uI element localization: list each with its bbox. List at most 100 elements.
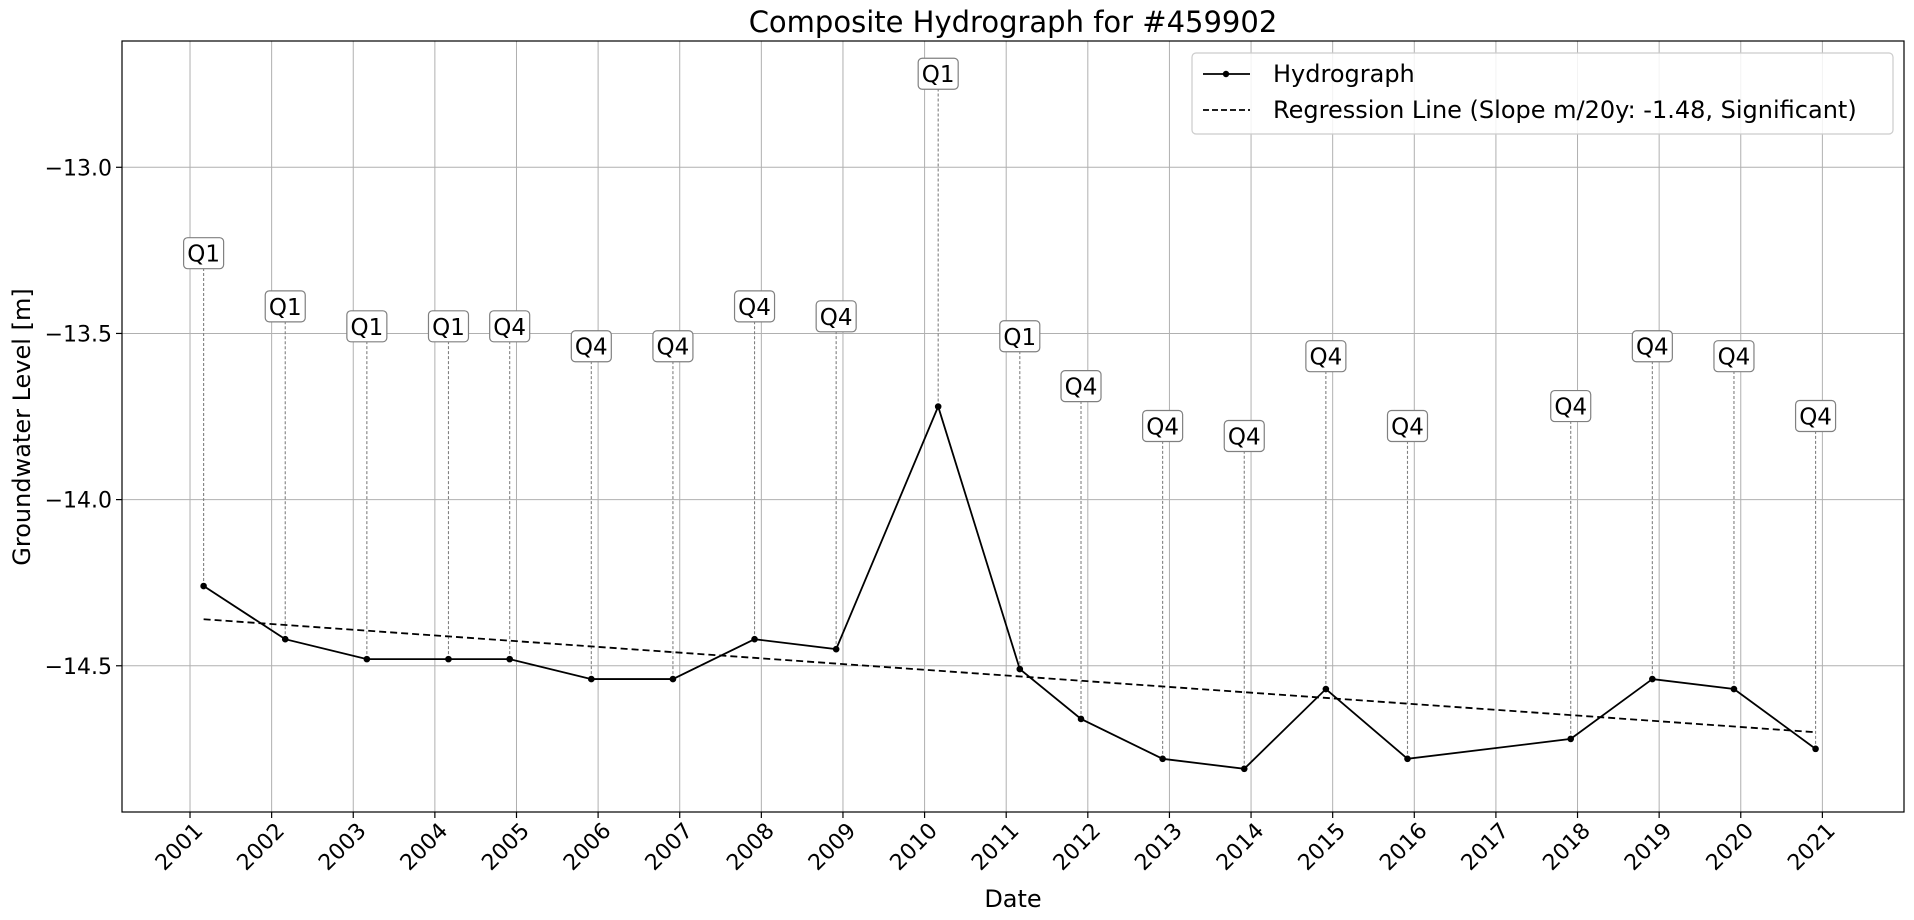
quarter-label: Q4 — [820, 305, 853, 331]
quarter-label: Q4 — [1718, 345, 1751, 371]
quarter-label-box — [999, 320, 1041, 353]
hydrograph-point — [281, 635, 289, 643]
quarter-label-box — [1631, 330, 1673, 363]
y-tick-label: −13.5 — [45, 322, 112, 347]
quarter-label-box — [917, 57, 959, 90]
legend-regression-label: Regression Line (Slope m/20y: -1.48, Sig… — [1273, 96, 1857, 124]
quarter-label: Q1 — [432, 315, 465, 341]
x-tick-label: 2018 — [1538, 819, 1595, 876]
hydrograph-point — [363, 655, 371, 663]
quarter-label-box — [489, 310, 531, 343]
quarter-label: Q1 — [269, 295, 302, 321]
hydrograph-point — [934, 403, 942, 410]
hydrograph-point — [669, 675, 677, 683]
y-tick-label: −14.5 — [45, 655, 112, 680]
quarter-label-box — [652, 330, 694, 363]
quarter-label-box — [1794, 399, 1837, 433]
quarter-label: Q4 — [1228, 424, 1261, 450]
x-tick-label: 2003 — [314, 819, 371, 876]
x-tick-label: 2016 — [1375, 819, 1432, 876]
hydrograph-point — [1567, 735, 1575, 743]
quarter-label-box — [183, 237, 225, 270]
quarter-label: Q4 — [493, 315, 526, 341]
x-tick-label: 2014 — [1212, 819, 1269, 876]
legend-box — [1191, 52, 1894, 135]
y-tick-label: −13.0 — [45, 156, 112, 181]
plot-area-frame — [121, 40, 1905, 813]
hydrograph-point — [1077, 715, 1085, 723]
quarter-label-box — [733, 290, 776, 323]
hydrograph-point — [1016, 665, 1024, 673]
quarter-label: Q4 — [738, 295, 771, 321]
quarter-label-box — [1305, 340, 1347, 373]
quarter-label-box — [1550, 389, 1592, 423]
regression-line — [203, 618, 1816, 734]
quarter-label: Q4 — [1554, 395, 1587, 421]
quarter-label: Q1 — [1003, 325, 1036, 351]
legend: Hydrograph Regression Line (Slope m/20y:… — [1191, 52, 1894, 135]
quarter-labels: Q1 Q1 Q1 Q1 Q4 Q4 Q4 Q4 Q4 Q1 Q1 Q4 Q4 Q4 Q4 Q4 Q4 Q4 Q4 Q4 — [183, 57, 1837, 453]
x-tick-label: 2020 — [1702, 819, 1759, 876]
quarter-label: Q4 — [1146, 415, 1179, 441]
hydrograph-point — [200, 582, 207, 590]
quarter-label-box — [1060, 370, 1102, 403]
x-tick-label: 2001 — [151, 819, 208, 876]
quarter-label: Q1 — [187, 242, 220, 268]
quarter-label-box — [1223, 419, 1265, 453]
y-tick-label: −14.0 — [45, 489, 112, 514]
hydrograph-point — [1812, 745, 1819, 753]
x-tick-label: 2021 — [1783, 819, 1840, 876]
hydrograph-point — [1159, 755, 1166, 763]
x-tick-label: 2007 — [641, 819, 698, 876]
x-tick-label: 2008 — [722, 819, 779, 876]
hydrograph-point — [1730, 685, 1738, 693]
annotation-leader-lines — [203, 74, 1817, 769]
series-layer — [200, 403, 1819, 773]
chart-title: Composite Hydrograph for #459902 — [749, 5, 1278, 39]
quarter-label: Q4 — [1065, 375, 1098, 401]
x-tick-label: 2006 — [559, 819, 616, 876]
x-tick-label: 2010 — [886, 819, 943, 876]
hydrograph-point — [445, 655, 452, 663]
x-tick-label: 2009 — [804, 819, 861, 876]
quarter-label-box — [346, 310, 388, 343]
hydrograph-point — [751, 635, 758, 643]
quarter-label-box — [264, 290, 306, 323]
x-tick-label: 2004 — [396, 819, 453, 876]
quarter-label: Q4 — [1309, 345, 1342, 371]
x-tick-label: 2011 — [967, 819, 1024, 876]
x-tick-label: 2017 — [1457, 819, 1514, 876]
y-axis-label: Groundwater Level [m] — [8, 288, 36, 565]
legend-hydrograph-marker-icon — [1222, 70, 1230, 78]
hydrograph-point — [506, 655, 513, 663]
quarter-label: Q4 — [1636, 335, 1669, 361]
hydrograph-point — [1322, 685, 1330, 693]
hydrograph-point — [588, 675, 595, 683]
grid-lines — [122, 41, 1904, 812]
hydrograph-line — [203, 403, 1817, 770]
quarter-label-box — [815, 300, 857, 333]
quarter-label: Q1 — [922, 62, 955, 88]
hydrograph-point — [832, 645, 840, 653]
quarter-label: Q4 — [1391, 415, 1424, 441]
quarter-label-box — [427, 310, 470, 343]
hydrograph-point — [1649, 675, 1656, 683]
x-tick-label: 2005 — [477, 819, 534, 876]
hydrograph-point — [1240, 765, 1248, 773]
quarter-label: Q4 — [657, 335, 690, 361]
quarter-label-box — [1386, 409, 1429, 443]
quarter-label-box — [1142, 409, 1184, 443]
x-axis-label: Date — [984, 885, 1041, 913]
legend-hydrograph-label: Hydrograph — [1273, 60, 1415, 88]
quarter-label-box — [1713, 340, 1755, 373]
quarter-label: Q1 — [350, 315, 383, 341]
x-tick-label: 2002 — [233, 819, 290, 876]
x-tick-label: 2012 — [1049, 819, 1106, 876]
quarter-label: Q4 — [1799, 405, 1832, 431]
quarter-label-box — [570, 330, 612, 363]
quarter-label: Q4 — [575, 335, 608, 361]
hydrograph-point — [1404, 755, 1411, 763]
x-tick-label: 2019 — [1620, 819, 1677, 876]
x-tick-label: 2015 — [1294, 819, 1351, 876]
